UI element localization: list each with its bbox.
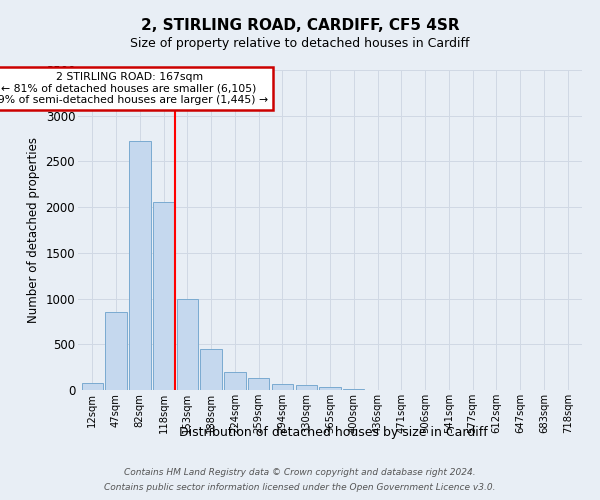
Bar [343,389,364,390]
Bar [200,349,222,390]
Bar [224,372,245,390]
Bar [82,383,103,390]
Bar [272,384,293,390]
Bar [296,384,317,390]
Bar [248,378,269,390]
Y-axis label: Number of detached properties: Number of detached properties [27,137,40,323]
Bar [319,388,341,390]
Text: 2, STIRLING ROAD, CARDIFF, CF5 4SR: 2, STIRLING ROAD, CARDIFF, CF5 4SR [140,18,460,32]
Text: 2 STIRLING ROAD: 167sqm
← 81% of detached houses are smaller (6,105)
19% of semi: 2 STIRLING ROAD: 167sqm ← 81% of detache… [0,72,268,105]
Text: Contains HM Land Registry data © Crown copyright and database right 2024.: Contains HM Land Registry data © Crown c… [124,468,476,477]
Bar [106,312,127,390]
Text: Contains public sector information licensed under the Open Government Licence v3: Contains public sector information licen… [104,483,496,492]
Bar [176,298,198,390]
Text: Distribution of detached houses by size in Cardiff: Distribution of detached houses by size … [179,426,487,439]
Bar [153,202,174,390]
Text: Size of property relative to detached houses in Cardiff: Size of property relative to detached ho… [130,38,470,51]
Bar [129,142,151,390]
